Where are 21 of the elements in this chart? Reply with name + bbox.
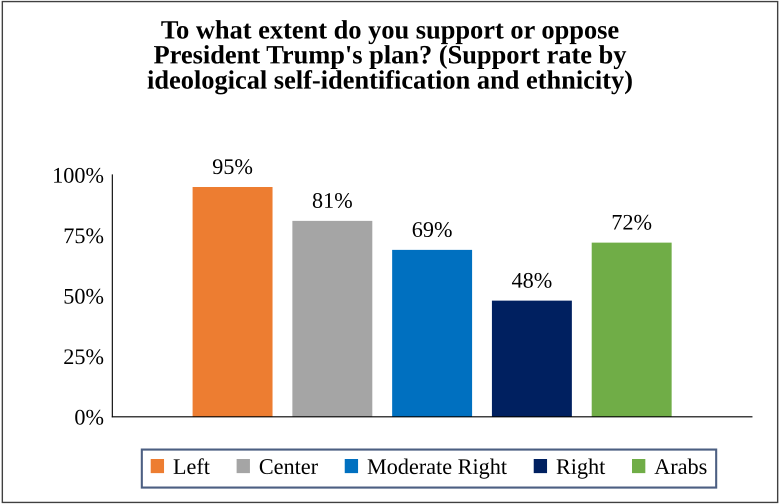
- legend-label: Arabs: [654, 458, 706, 474]
- data-label: 72%: [612, 214, 652, 230]
- legend-label: Center: [260, 459, 318, 474]
- y-tick-label: 0%: [75, 410, 104, 425]
- legend-label: Right: [556, 458, 606, 479]
- chart-title: To what extent do you support or oppose President Trump's plan? (Support rate by ideological self-identification and ethnicity): [148, 20, 632, 94]
- bar: [492, 300, 572, 417]
- data-label: 95%: [212, 159, 252, 174]
- legend-label: Left: [174, 458, 210, 474]
- legend-label: Moderate Right: [368, 458, 507, 479]
- bar: [192, 186, 273, 417]
- y-tick-label: 25%: [64, 349, 104, 364]
- data-label: 81%: [312, 193, 352, 208]
- y-tick-label: 100%: [54, 168, 104, 183]
- data-label: 69%: [412, 222, 452, 238]
- y-tick-label: 50%: [64, 288, 104, 304]
- data-label: 48%: [512, 272, 552, 288]
- bar: [392, 250, 472, 417]
- y-tick-label: 75%: [64, 228, 104, 244]
- bar: [592, 242, 672, 417]
- bar: [292, 220, 372, 417]
